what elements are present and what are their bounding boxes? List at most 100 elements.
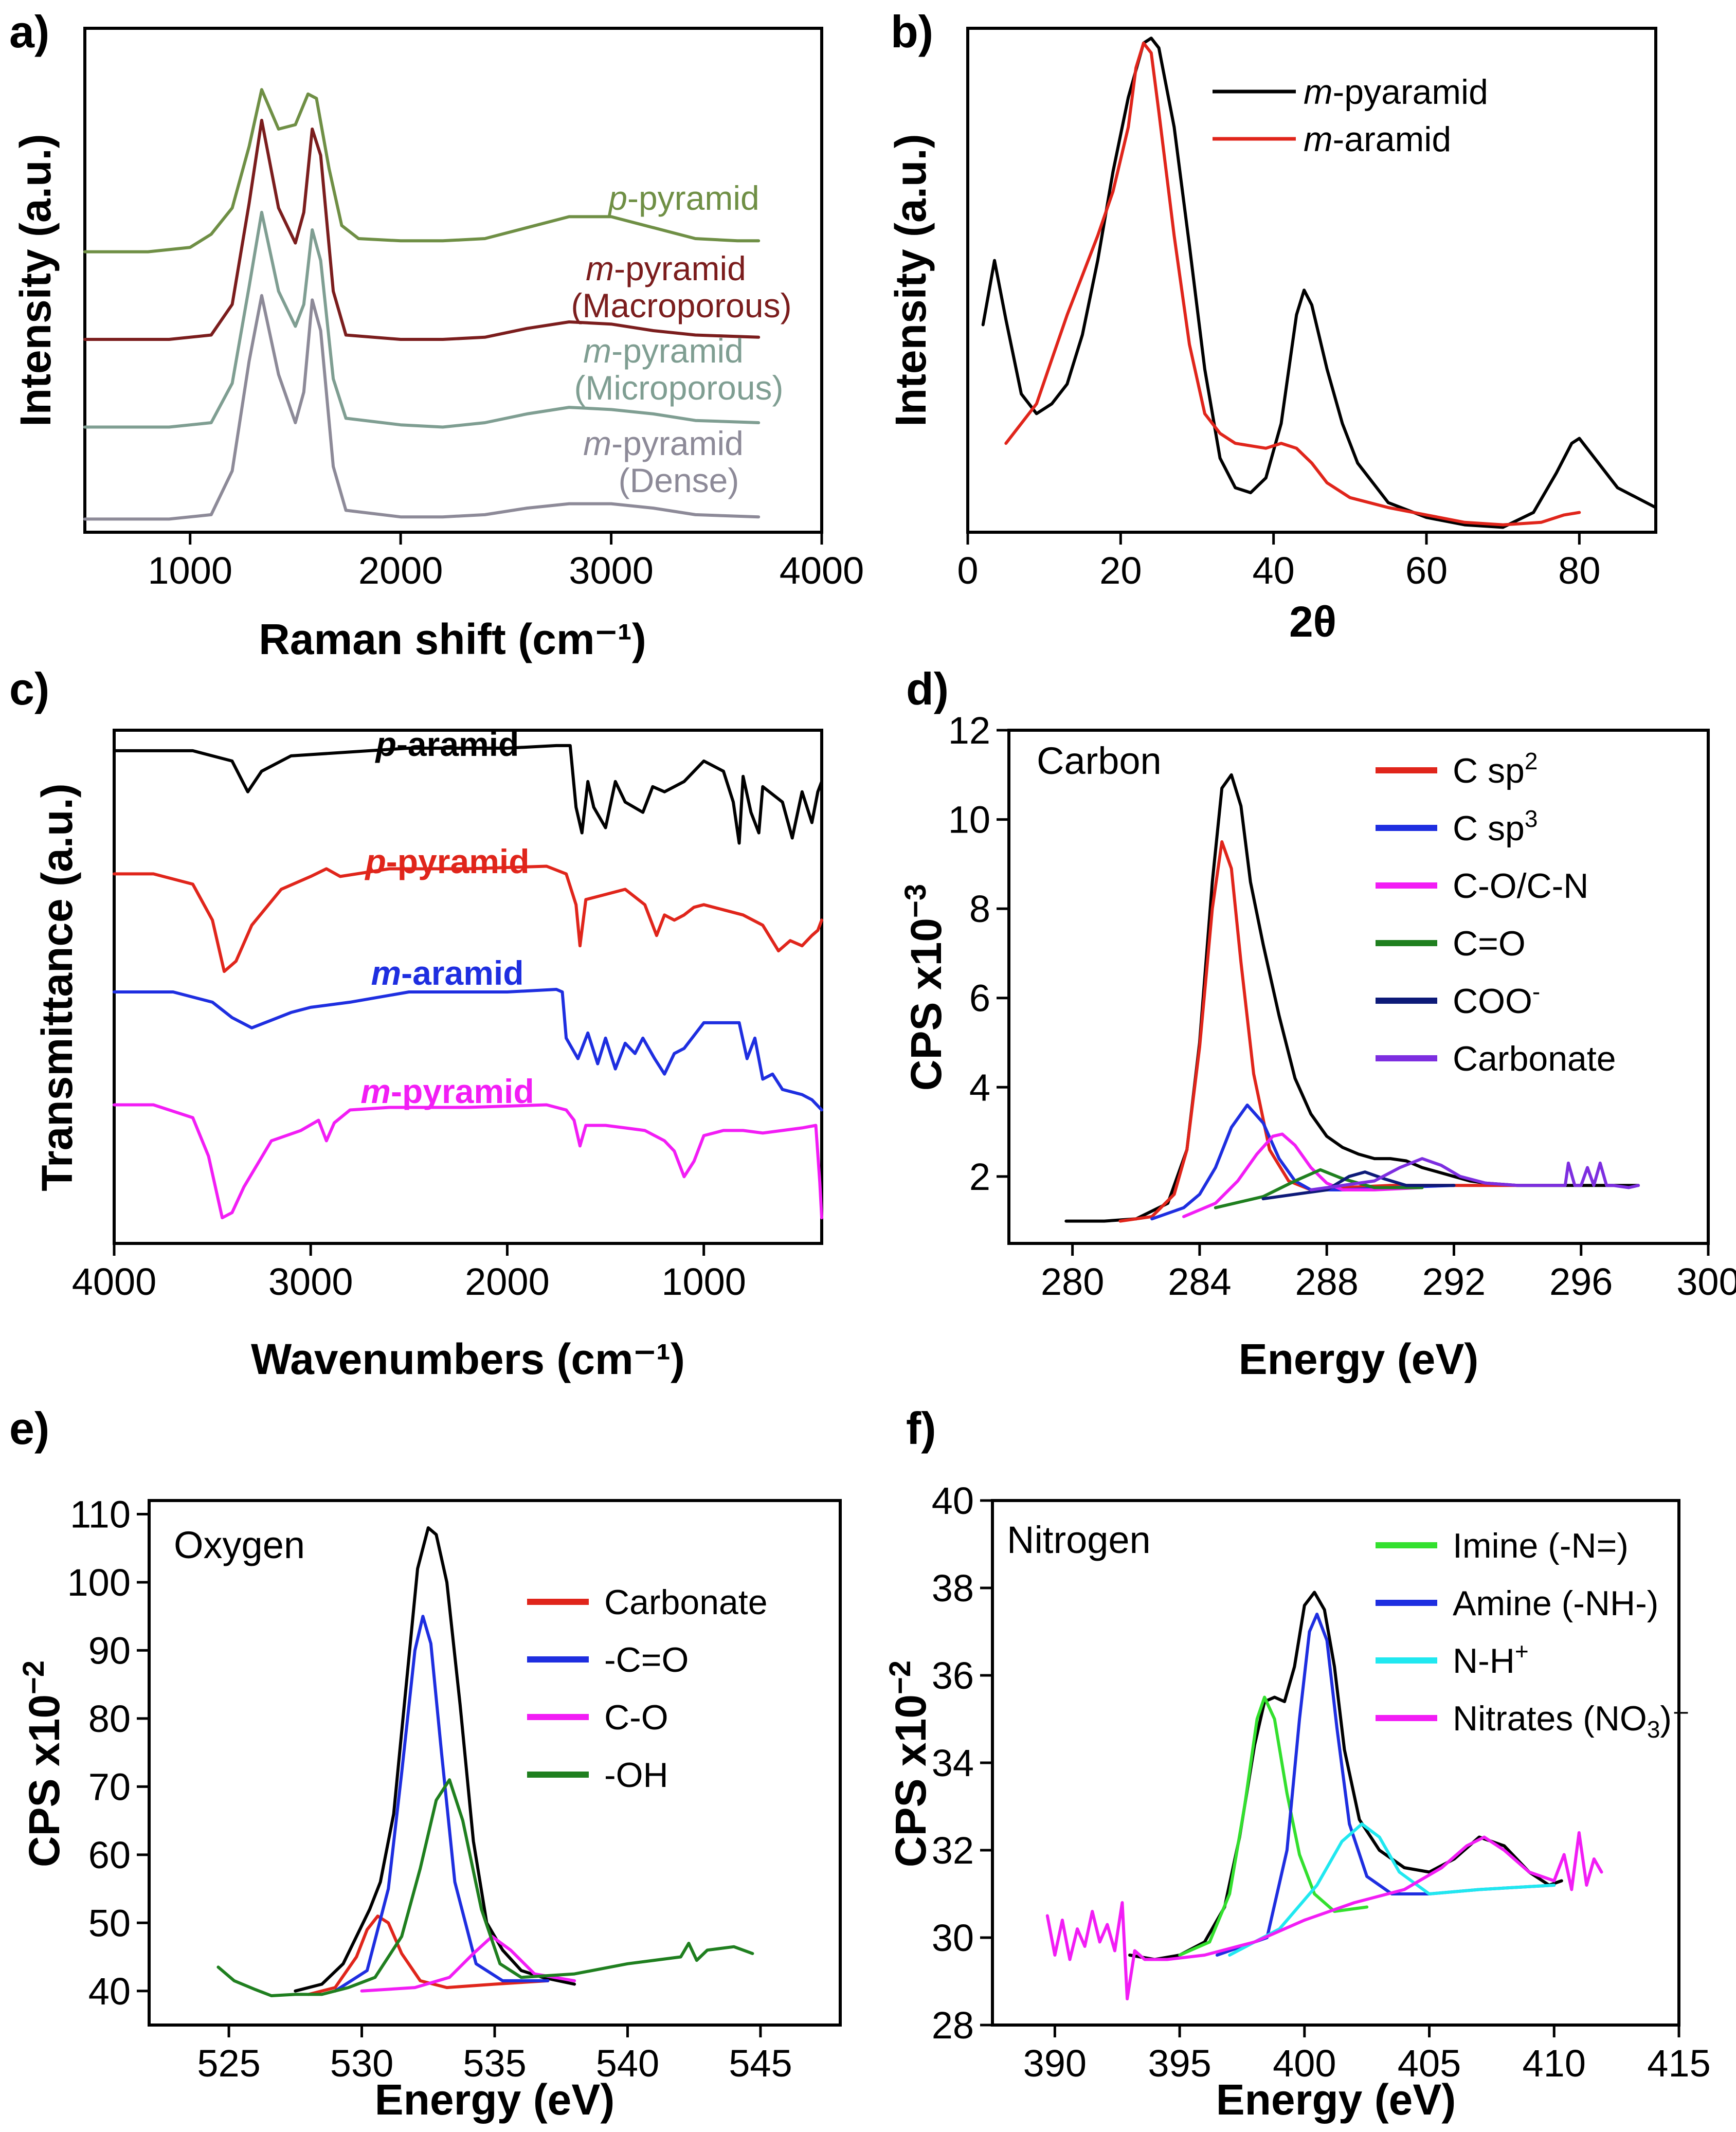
panel-d-legend-label: C sp <box>1453 751 1525 790</box>
panel-d-ytick-label: 12 <box>948 709 990 752</box>
panel-e-ytick-label: 110 <box>70 1493 131 1535</box>
panel-b-legend-label: -aramid <box>1333 120 1452 159</box>
panel-e-ytick-label: 80 <box>88 1697 131 1740</box>
panel-c-curve-label: m-pyramid <box>360 1072 534 1110</box>
panel-a-series-m-pyramid-macroporous <box>83 119 761 341</box>
panel-c-series-m-pyramid <box>113 1103 823 1220</box>
panel-d-element-title: Carbon <box>1037 739 1162 782</box>
panel-d-xtick-label: 280 <box>1041 1260 1104 1303</box>
panel-f-legend-entry: N-H+ <box>1453 1638 1529 1681</box>
panel-e-series-envelope <box>294 1526 576 1993</box>
panel-b-legend-prefix: m <box>1304 73 1333 112</box>
panel-d-legend-entry: C=O <box>1453 924 1526 963</box>
panel-c-series-p-pyramid <box>113 864 823 973</box>
panel-d-legend-label: C-O/C-N <box>1453 866 1588 906</box>
panel-a-curve-label-prefix: m <box>586 249 614 287</box>
panel-f-y-axis-label-base: CPS x10 <box>887 1694 935 1867</box>
panel-b-legend-prefix: m <box>1304 120 1333 159</box>
panel-f-xtick-label: 410 <box>1523 2042 1586 2085</box>
panel-e-ytick-label: 90 <box>88 1629 131 1672</box>
panel-c-curve-label-prefix: p <box>364 842 386 880</box>
panel-c-curve-label: p-aramid <box>375 725 519 763</box>
panel-f-legend-label: Imine (-N=) <box>1453 1526 1629 1565</box>
panel-d-series-c-o-c-n <box>1182 1132 1424 1218</box>
panel-e-xtick-label: 530 <box>330 2042 393 2085</box>
panel-d-xtick-label: 296 <box>1549 1260 1613 1303</box>
panel-a-xtick-label: 2000 <box>358 549 443 592</box>
panel-c-plot-frame <box>113 729 823 1245</box>
panel-b-xtick-label: 80 <box>1558 549 1600 592</box>
panel-e-series-c-o <box>360 1935 576 1993</box>
panel-e-y-axis-label-exponent: −2 <box>17 1660 50 1694</box>
panel-e-xtick-label: 540 <box>596 2042 659 2085</box>
panel-d-legend-superscript: - <box>1532 978 1540 1005</box>
panel-c-y-axis-label: Transmittance (a.u.) <box>33 783 81 1191</box>
panel-e-letter: e) <box>9 1403 49 1454</box>
panel-f-xtick-label: 405 <box>1398 2042 1461 2085</box>
panel-b-xtick-label: 0 <box>957 549 978 592</box>
panel-f-plot-frame <box>991 1499 1680 2027</box>
panel-e-legend-label: -OH <box>604 1756 668 1795</box>
panel-a-curve-label-line2: (Macroporous) <box>571 286 791 324</box>
panel-a-curve-label: p-pyramid <box>607 179 759 217</box>
panel-d-legend-label: C sp <box>1453 809 1525 848</box>
panel-e-legend-label: Carbonate <box>604 1583 768 1622</box>
panel-d-ytick-label: 4 <box>969 1066 990 1109</box>
panel-d-x-axis-label: Energy (eV) <box>1239 1335 1479 1383</box>
panel-a-xtick-label: 1000 <box>148 549 232 592</box>
panel-e-series-carbonate <box>307 1914 550 1996</box>
panel-d-letter: d) <box>906 663 949 714</box>
panel-a-curve-label-name: -pyramid <box>614 249 746 287</box>
panel-d-legend-entry: C sp3 <box>1453 805 1538 848</box>
panel-a-series-p-pyramid <box>83 88 761 254</box>
panel-e-legend-entry: Carbonate <box>604 1583 768 1622</box>
panel-c-xtick-label: 3000 <box>268 1260 353 1303</box>
panel-f-legend-entry: Amine (-NH-) <box>1453 1584 1658 1623</box>
panel-f-legend-tail: )⁻ <box>1660 1699 1690 1738</box>
panel-f-y-axis-label: CPS x10−2 <box>883 1660 935 1867</box>
panel-f-legend-label: Amine (-NH-) <box>1453 1584 1658 1623</box>
panel-f-ytick-label: 40 <box>932 1479 974 1522</box>
panel-c: c) 4000 3000 2000 1000p-aramidp-pyramidm-ar… <box>9 663 823 1383</box>
panel-f-series-n-h <box>1228 1822 1556 1957</box>
panel-f-ytick-label: 28 <box>932 2004 974 2047</box>
panel-c-curve-label: p-pyramid <box>364 842 529 880</box>
panel-d-legend-entry: Carbonate <box>1453 1039 1616 1078</box>
panel-c-series-m-aramid <box>113 988 823 1112</box>
panel-d-y-axis-label-base: CPS x10 <box>902 918 950 1091</box>
panel-e-x-axis-label: Energy (eV) <box>375 2075 615 2124</box>
panel-a-curve-label-name: -pyramid <box>611 424 744 462</box>
panel-d-xtick-label: 288 <box>1295 1260 1358 1303</box>
panel-f-ytick-label: 30 <box>932 1917 974 1959</box>
panel-e-ytick-label: 60 <box>88 1834 131 1876</box>
panel-f-x-axis-label: Energy (eV) <box>1216 2075 1456 2124</box>
panel-f-y-axis-label-exponent: −2 <box>883 1660 917 1694</box>
panel-c-series-p-aramid <box>113 744 823 845</box>
panel-a-xtick-label: 4000 <box>780 549 864 592</box>
panel-f-xtick-label: 415 <box>1647 2042 1710 2085</box>
panel-f-xtick-label: 400 <box>1273 2042 1336 2085</box>
panel-f-letter: f) <box>906 1403 936 1454</box>
panel-d-legend-entry: C-O/C-N <box>1453 866 1588 906</box>
panel-c-xtick-label: 4000 <box>72 1260 157 1303</box>
panel-d-ytick-label: 10 <box>948 799 990 841</box>
panel-f-xtick-label: 395 <box>1148 2042 1211 2085</box>
panel-d-legend-superscript: 2 <box>1525 748 1538 774</box>
panel-c-curve-label-prefix: m <box>360 1072 391 1110</box>
panel-d-xtick-label: 300 <box>1676 1260 1736 1303</box>
panel-c-letter: c) <box>9 663 49 714</box>
panel-f-series-imine-n <box>1178 1695 1369 1957</box>
panel-e-element-title: Oxygen <box>174 1524 305 1566</box>
panel-d-plot-frame <box>1007 729 1710 1245</box>
panel-d-series-coo <box>1261 1170 1456 1201</box>
panel-e-ytick-label: 70 <box>88 1765 131 1808</box>
panel-d-legend-entry: COO- <box>1453 978 1540 1021</box>
panel-e-ytick-label: 50 <box>88 1902 131 1944</box>
panel-d-series-carbonate <box>1309 1157 1640 1191</box>
panel-b-legend-entry: m-aramid <box>1304 120 1451 159</box>
panel-f-series-nitrates-no3 <box>1045 1831 1603 2000</box>
panel-d-ytick-label: 6 <box>969 977 990 1020</box>
panel-a-curve-label-prefix: m <box>583 332 611 370</box>
